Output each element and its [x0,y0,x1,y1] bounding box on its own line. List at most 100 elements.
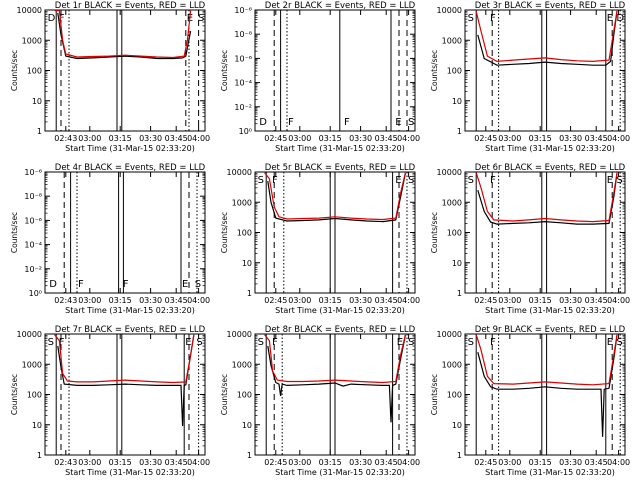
event-flag: S [195,279,201,290]
y-axis-label: Counts/sec [10,212,19,253]
chart-title: Det 9r BLACK = Events, RED = LLD [475,325,626,335]
y-tick-label: 100 [447,229,462,238]
x-tick-label: 03:00 [78,296,101,305]
event-flag: E [395,175,401,186]
y-tick-label: 10000 [437,168,462,177]
y-tick-label: 10 [452,421,462,430]
x-axis-label: Start Time (31-Mar-15 02:33:20) [485,306,615,315]
y-tick-label: 1000 [442,198,462,207]
x-tick-label: 03:45 [165,458,188,467]
y-tick-label: 10000 [227,168,252,177]
x-tick-label: 04:00 [187,296,210,305]
chart-title: Det 2r BLACK = Events, RED = LLD [265,1,416,11]
x-tick-label: 03:45 [165,296,188,305]
y-tick-label: 1000 [442,36,462,45]
y-axis-label: Counts/sec [10,50,19,91]
det7-panel: Det 7r BLACK = Events, RED = LLD Counts/s… [10,325,210,477]
y-tick-label: 10⁰ [239,127,252,136]
y-tick-label: 1 [37,127,42,136]
x-tick-label: 03:45 [165,134,188,143]
event-flag: S [258,337,264,348]
y-tick-label: 1 [457,289,462,298]
y-tick-label: 10⁻⁸ [234,30,252,39]
event-flag: S [408,337,414,348]
event-flag: F [490,175,496,186]
x-tick-label: 02:45 [474,134,497,143]
x-tick-label: 03:15 [529,458,552,467]
series-events [267,173,406,223]
det3-panel: Det 3r BLACK = Events, RED = LLD Counts/s… [430,1,630,153]
x-tick-label: 03:30 [349,296,372,305]
chart-title: Det 3r BLACK = Events, RED = LLD [475,1,626,11]
det4-panel: Det 4r BLACK = Events, RED = LLD Counts/s… [10,163,210,315]
y-tick-label: 10 [242,421,252,430]
x-tick-label: 03:15 [109,296,132,305]
chart-title: Det 6r BLACK = Events, RED = LLD [475,163,626,173]
event-flag: E [607,13,613,24]
x-tick-label: 04:00 [397,296,420,305]
series-events [477,335,618,437]
y-tick-label: 1000 [22,36,42,45]
det5-panel: Det 5r BLACK = Events, RED = LLD Counts/s… [220,163,420,315]
x-tick-label: 03:00 [288,296,311,305]
y-tick-label: 100 [27,391,42,400]
event-flag: D [49,279,57,290]
y-tick-label: 10⁰ [29,289,42,298]
x-axis-label: Start Time (31-Mar-15 02:33:20) [65,306,195,315]
x-tick-label: 03:45 [375,458,398,467]
y-tick-label: 1000 [232,198,252,207]
x-tick-label: 03:45 [585,296,608,305]
y-tick-label: 10000 [437,6,462,15]
y-axis-label: Counts/sec [430,374,439,415]
x-tick-label: 03:30 [139,134,162,143]
event-flag: S [48,337,54,348]
x-tick-label: 03:00 [288,458,311,467]
x-tick-label: 03:00 [78,458,101,467]
event-flag: S [468,337,474,348]
y-tick-label: 1 [37,451,42,460]
x-tick-label: 04:00 [607,458,630,467]
y-tick-label: 100 [447,67,462,76]
x-tick-label: 03:45 [375,296,398,305]
event-flag: S [258,175,264,186]
event-flag: E [397,337,403,348]
x-tick-label: 02:43 [54,134,77,143]
event-flag: F [288,117,294,128]
y-axis-label: Counts/sec [10,374,19,415]
x-tick-label: 03:15 [319,296,342,305]
y-tick-label: 1 [457,127,462,136]
y-tick-label: 10⁻⁴ [234,79,252,88]
event-flag: F [78,279,84,290]
x-tick-label: 02:45 [474,296,497,305]
event-flag: E [607,175,613,186]
x-tick-label: 03:00 [288,134,311,143]
x-axis-label: Start Time (31-Mar-15 02:33:20) [65,144,195,153]
event-flag: E [182,279,188,290]
plot-frame [464,171,626,294]
x-tick-label: 03:30 [349,458,372,467]
y-tick-label: 1 [247,289,252,298]
series-lld [264,334,406,384]
x-tick-label: 03:45 [375,134,398,143]
y-tick-label: 1000 [442,360,462,369]
plot-frame [254,9,416,132]
x-tick-label: 02:45 [264,458,287,467]
series-lld [264,172,406,221]
det6-panel: Det 6r BLACK = Events, RED = LLD Counts/s… [430,163,630,315]
chart-title: Det 5r BLACK = Events, RED = LLD [265,163,416,173]
x-tick-label: 03:15 [529,296,552,305]
x-tick-label: 04:00 [607,296,630,305]
y-tick-label: 1 [247,451,252,460]
y-tick-label: 10000 [227,330,252,339]
y-tick-label: 10 [452,97,462,106]
event-flag: F [123,279,129,290]
series-lld [475,334,618,386]
x-tick-label: 04:00 [607,134,630,143]
x-tick-label: 02:45 [474,458,497,467]
x-tick-label: 02:45 [264,134,287,143]
series-lld [475,10,618,63]
event-flag: D [616,13,624,24]
y-tick-label: 1000 [22,360,42,369]
y-tick-label: 10⁻⁶ [24,216,42,225]
